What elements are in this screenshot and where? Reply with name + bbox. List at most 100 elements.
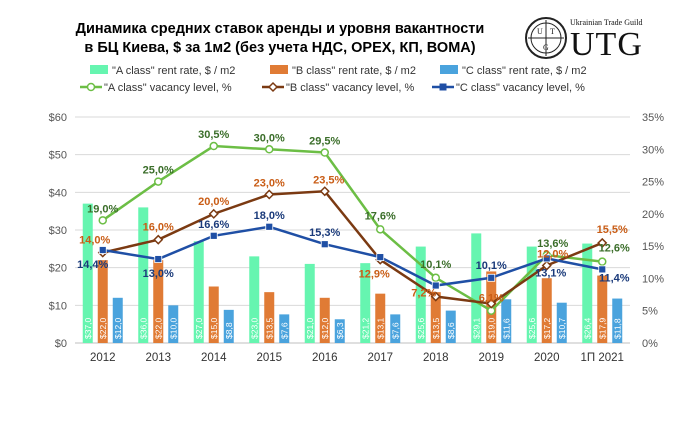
- legend-marker: [439, 83, 447, 91]
- legend-label: "B class" vacancy level, %: [286, 82, 414, 94]
- title-line-1: Динамика средних ставок аренды и уровня …: [75, 21, 485, 37]
- logo-subtitle: Ukrainian Trade Guild: [570, 18, 643, 27]
- vacancy-value-label: 13,6%: [537, 238, 568, 250]
- vacancy-point: [265, 222, 274, 231]
- bar-value-label: $36,0: [138, 317, 148, 339]
- x-tick-label: 2019: [478, 352, 504, 364]
- y-left-tick-label: $50: [49, 150, 67, 162]
- x-tick-label: 1П 2021: [581, 352, 624, 364]
- y-right-tick-label: 20%: [642, 209, 664, 221]
- logo-seal-letter: T: [550, 27, 555, 36]
- y-right-tick-label: 10%: [642, 273, 664, 285]
- bar: [82, 203, 93, 343]
- vacancy-point: [153, 234, 164, 245]
- bar-value-label: $8,6: [446, 322, 456, 339]
- legend-marker: [267, 81, 279, 93]
- vacancy-value-label: 23,0%: [254, 177, 285, 189]
- vacancy-value-label: 30,0%: [254, 132, 285, 144]
- data-labels: $37,0 $36,0 $27,0 $23,0 $21,0 $21,2 $25,6 $29,1…: [77, 129, 630, 339]
- vacancy-value-label: 14,0%: [79, 235, 110, 247]
- vacancy-point: [541, 260, 552, 271]
- y-right-tick-label: 15%: [642, 241, 664, 253]
- bar: [612, 298, 623, 343]
- legend-label: "C class" rent rate, $ / m2: [462, 65, 587, 77]
- bar: [264, 292, 275, 343]
- vacancy-value-label: 20,0%: [198, 196, 229, 208]
- bar-value-label: $13,5: [264, 317, 274, 339]
- vacancy-point: [376, 253, 385, 262]
- axes: $0 $10 $20 $30 $40 $50 $60 0% 5% 10% 15% 20% 25% 30% 3…: [49, 112, 665, 364]
- vacancy-value-label: 29,5%: [309, 136, 340, 148]
- bar-value-label: $29,1: [471, 317, 481, 339]
- vacancy-point: [431, 281, 440, 290]
- vacancy-value-label: 16,0%: [143, 222, 174, 234]
- vacancy-value-label: 13,0%: [143, 268, 174, 280]
- y-left-tick-label: $0: [55, 338, 67, 350]
- vacancy-value-label: 19,0%: [87, 203, 118, 215]
- bar: [249, 256, 260, 343]
- bar: [541, 278, 552, 343]
- bar: [193, 241, 204, 343]
- vacancy-value-label: 12,9%: [359, 269, 390, 281]
- y-right-tick-label: 25%: [642, 177, 664, 189]
- legend-label: "A class" rent rate, $ / m2: [112, 65, 235, 77]
- vacancy-value-label: 23,5%: [313, 174, 344, 186]
- bar: [97, 260, 108, 343]
- vacancy-lines: [97, 141, 608, 315]
- bar-value-label: $19,0: [486, 317, 496, 339]
- bar-value-label: $13,1: [375, 317, 385, 339]
- vacancy-point: [265, 145, 274, 154]
- vacancy-value-label: 13,1%: [535, 267, 566, 279]
- utg-logo: U T G Ukrainian Trade Guild UTG: [524, 16, 674, 64]
- bar: [279, 314, 290, 343]
- legend: "A class" rent rate, $ / m2 "B class" ren…: [80, 65, 587, 94]
- bar: [415, 246, 426, 343]
- vacancy-value-label: 17,6%: [365, 210, 396, 222]
- y-right-tick-label: 5%: [642, 306, 658, 318]
- vacancy-value-label: 14,4%: [77, 259, 108, 271]
- bar: [597, 275, 608, 343]
- bar: [582, 243, 593, 343]
- bar-value-label: $25,6: [527, 317, 537, 339]
- bar: [208, 286, 219, 343]
- logo-seal-letter: U: [537, 27, 543, 36]
- legend-label: "A class" vacancy level, %: [104, 82, 232, 94]
- logo-text: UTG: [570, 26, 643, 63]
- vacancy-point: [264, 189, 275, 200]
- bar: [501, 299, 512, 343]
- vacancy-point: [320, 148, 329, 157]
- bar-value-label: $7,6: [390, 322, 400, 339]
- legend-label: "C class" vacancy level, %: [456, 82, 585, 94]
- vacancy-point: [98, 216, 107, 225]
- vacancy-point: [431, 273, 440, 283]
- bar-value-label: $17,2: [542, 317, 552, 339]
- vacancy-point: [209, 231, 218, 240]
- bar: [138, 207, 149, 343]
- bar: [319, 297, 330, 343]
- vacancy-line: [102, 225, 603, 287]
- vacancy-value-label: 6,1%: [479, 293, 504, 305]
- x-tick-label: 2015: [256, 352, 282, 364]
- legend-marker: [86, 82, 96, 92]
- vacancy-point: [487, 273, 496, 282]
- bar-value-label: $10,7: [557, 317, 567, 339]
- bar-value-label: $8,8: [224, 322, 234, 339]
- bar-value-label: $21,0: [305, 317, 315, 339]
- y-left-tick-label: $60: [49, 112, 67, 124]
- bar-value-label: $23,0: [249, 317, 259, 339]
- bar: [334, 319, 345, 343]
- bar: [168, 305, 179, 343]
- y-right-tick-label: 35%: [642, 112, 664, 124]
- x-tick-label: 2017: [367, 352, 393, 364]
- vacancy-value-label: 11,4%: [599, 272, 630, 284]
- bar-value-label: $17,9: [597, 317, 607, 339]
- legend-swatch: [440, 65, 458, 74]
- vacancy-value-label: 12,6%: [599, 243, 630, 255]
- bar: [445, 310, 456, 343]
- vacancy-point: [430, 291, 441, 302]
- bar: [390, 314, 401, 343]
- bar-value-label: $12,0: [320, 317, 330, 339]
- legend-swatch: [270, 65, 288, 74]
- bar-value-label: $7,6: [279, 322, 289, 339]
- y-left-tick-label: $30: [49, 225, 67, 237]
